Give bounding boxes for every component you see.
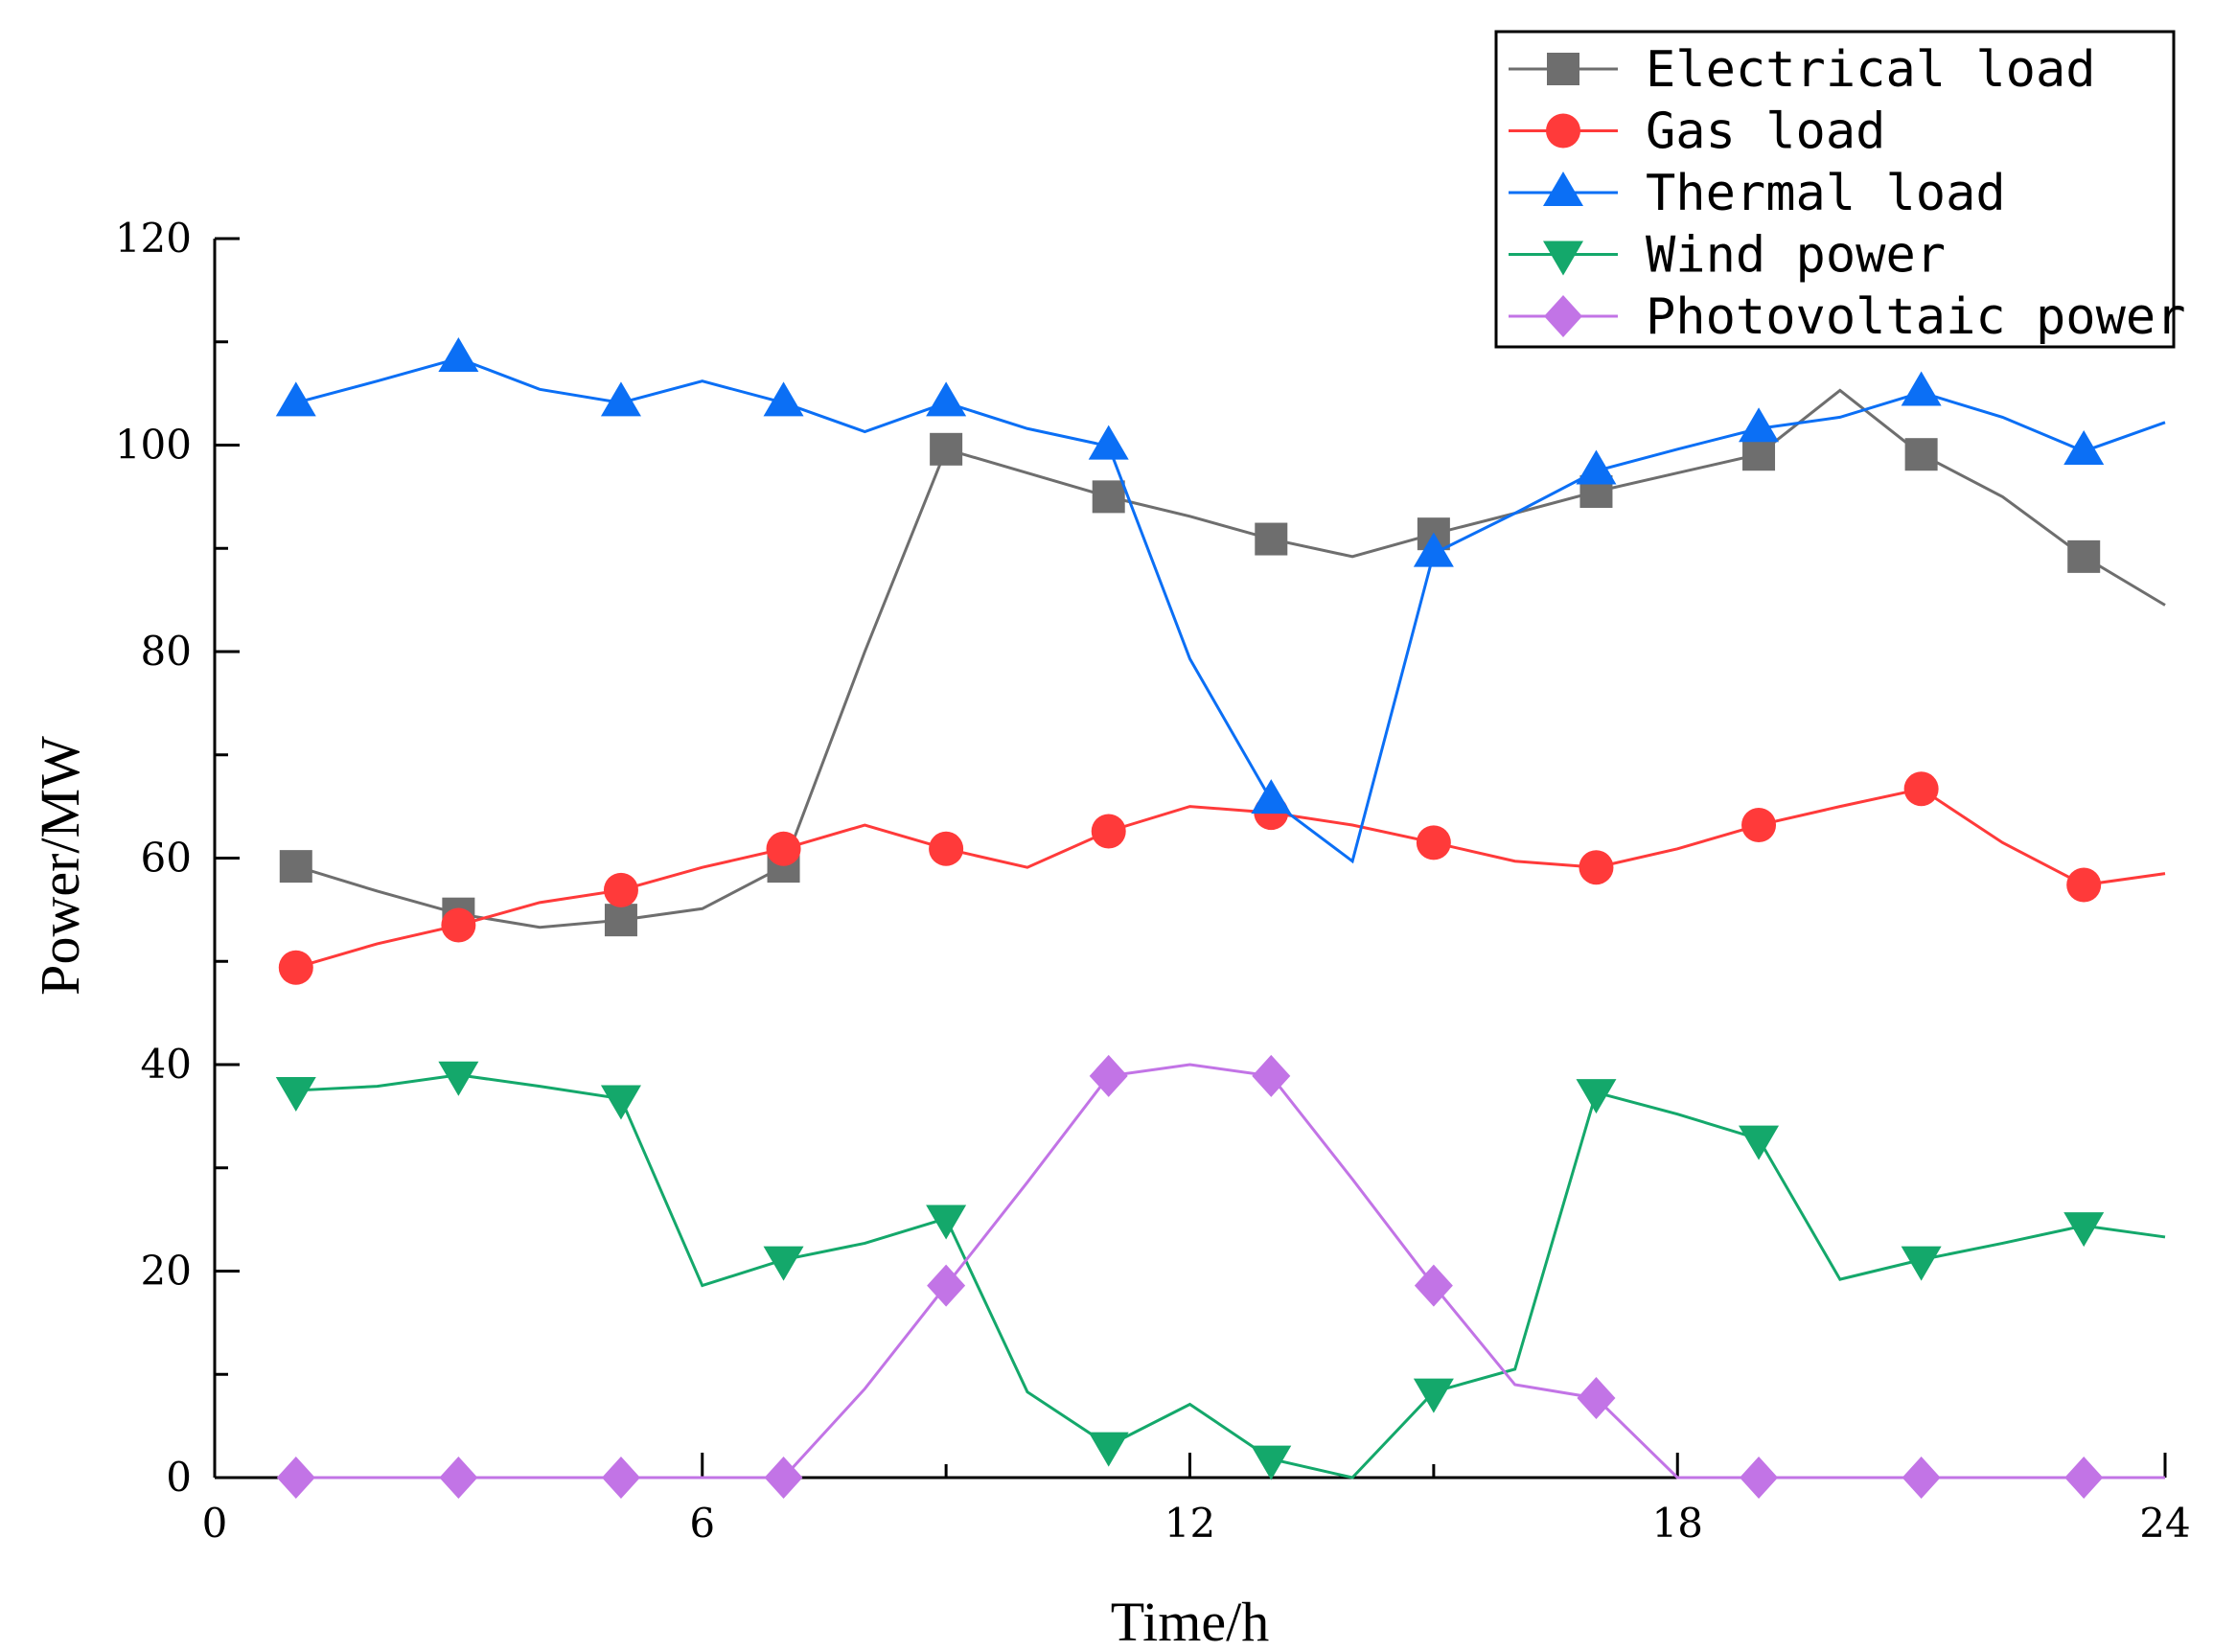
y-tick-label: 100 (115, 422, 192, 469)
data-point-gas-load (441, 907, 476, 943)
legend-marker-thermal-load (1543, 172, 1583, 206)
data-point-photovoltaic-power (1414, 1264, 1453, 1307)
x-tick-label: 24 (2139, 1500, 2190, 1547)
data-point-gas-load (1579, 850, 1614, 885)
data-point-wind-power (438, 1061, 479, 1096)
y-tick-label: 60 (141, 835, 192, 882)
data-point-thermal-load (2063, 429, 2105, 465)
series-line-wind-power (295, 1073, 2166, 1480)
legend-label-gas-load: Gas load (1646, 103, 1885, 161)
data-point-photovoltaic-power (1902, 1457, 1941, 1499)
data-point-thermal-load (1251, 779, 1292, 815)
data-point-electrical-load (930, 432, 963, 466)
data-point-thermal-load (1901, 371, 1942, 406)
data-point-wind-power (926, 1205, 967, 1240)
data-point-electrical-load (1904, 438, 1938, 471)
legend-marker-gas-load (1546, 113, 1580, 149)
data-point-photovoltaic-power (764, 1457, 803, 1499)
legend-box (1494, 30, 2176, 349)
plot-area (275, 336, 2166, 1499)
data-point-thermal-load (438, 336, 479, 372)
data-point-wind-power (1413, 1378, 1454, 1413)
data-point-gas-load (766, 831, 801, 866)
data-point-electrical-load (279, 850, 312, 883)
legend-label-photovoltaic-power: Photovoltaic power (1646, 288, 2186, 346)
x-tick-label: 6 (689, 1500, 715, 1547)
data-point-gas-load (278, 950, 313, 985)
data-point-thermal-load (926, 381, 967, 417)
legend-label-wind-power: Wind power (1646, 227, 1946, 285)
data-point-photovoltaic-power (439, 1457, 478, 1499)
data-point-wind-power (2063, 1212, 2105, 1248)
data-point-photovoltaic-power (927, 1264, 966, 1307)
series-line-photovoltaic-power (295, 1063, 2165, 1480)
data-point-thermal-load (1088, 424, 1129, 460)
data-point-electrical-load (2067, 539, 2101, 573)
series-thermal-load (275, 336, 2166, 864)
data-point-photovoltaic-power (1089, 1054, 1128, 1097)
legend-label-electrical-load: Electrical load (1646, 41, 2096, 99)
y-axis-title: Power/MW (29, 736, 91, 996)
data-point-wind-power (1901, 1246, 1942, 1281)
series-line-gas-load (295, 787, 2166, 970)
x-tick-label: 12 (1164, 1500, 1215, 1547)
data-point-photovoltaic-power (1577, 1377, 1616, 1420)
data-point-wind-power (1576, 1079, 1617, 1114)
data-point-electrical-load (1255, 522, 1288, 556)
data-point-thermal-load (275, 381, 316, 417)
y-tick-label: 40 (141, 1041, 192, 1088)
data-point-wind-power (1739, 1125, 1780, 1160)
data-point-wind-power (600, 1085, 641, 1120)
data-point-photovoltaic-power (1252, 1054, 1291, 1097)
series-wind-power (275, 1061, 2166, 1480)
data-point-gas-load (1741, 808, 1777, 843)
data-point-wind-power (275, 1076, 316, 1112)
legend-marker-wind-power (1543, 241, 1583, 276)
data-point-gas-load (1903, 771, 1939, 807)
x-axis-title: Time/h (1111, 1591, 1269, 1652)
legend-marker-photovoltaic-power (1544, 295, 1582, 337)
series-electrical-load (279, 388, 2166, 937)
series-photovoltaic-power (276, 1054, 2165, 1499)
data-point-gas-load (929, 831, 964, 866)
x-tick-label: 0 (202, 1500, 228, 1547)
data-point-photovoltaic-power (1740, 1457, 1779, 1499)
data-point-photovoltaic-power (276, 1457, 315, 1499)
data-point-electrical-load (1742, 438, 1776, 471)
data-point-thermal-load (1576, 449, 1617, 485)
x-tick-label: 18 (1652, 1500, 1703, 1547)
data-point-gas-load (1416, 825, 1451, 860)
data-point-gas-load (2066, 867, 2102, 903)
y-tick-label: 20 (141, 1248, 192, 1295)
data-point-thermal-load (1739, 407, 1780, 443)
data-point-gas-load (1091, 814, 1126, 849)
data-point-electrical-load (604, 904, 637, 937)
data-point-photovoltaic-power (2064, 1457, 2104, 1499)
series-gas-load (278, 771, 2166, 985)
series-line-electrical-load (295, 388, 2166, 929)
y-tick-label: 120 (115, 215, 192, 262)
axes: 0 6 12 18 24 0 20 40 60 80 100 120 (115, 215, 2191, 1547)
data-point-electrical-load (1092, 480, 1125, 514)
data-point-photovoltaic-power (601, 1457, 640, 1499)
data-point-thermal-load (600, 381, 641, 417)
data-point-wind-power (1088, 1432, 1129, 1467)
legend-label-thermal-load: Thermal load (1646, 165, 2006, 222)
data-point-gas-load (603, 872, 638, 907)
data-point-thermal-load (763, 381, 804, 417)
data-point-wind-power (1251, 1445, 1292, 1480)
y-tick-label: 0 (166, 1454, 192, 1501)
legend-marker-electrical-load (1547, 53, 1579, 85)
data-point-wind-power (763, 1246, 804, 1281)
data-point-thermal-load (1413, 532, 1454, 567)
y-tick-label: 80 (141, 628, 192, 675)
series-line-thermal-load (295, 356, 2166, 864)
